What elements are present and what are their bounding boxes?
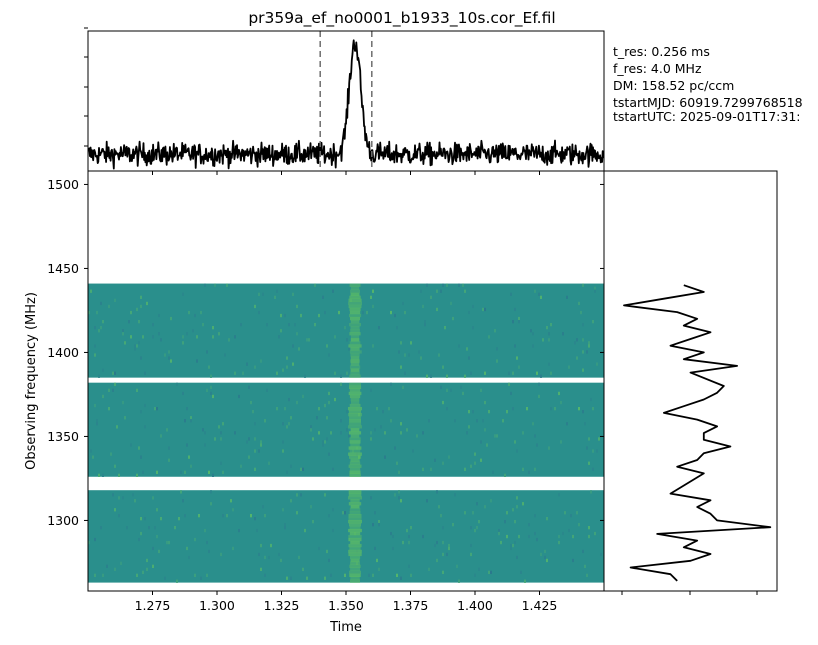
y-tick-label-0: 1300	[47, 513, 79, 528]
time-profile-series-line	[88, 39, 604, 170]
info-line-f-res: f_res: 4.0 MHz	[613, 61, 702, 76]
chart-title: pr359a_ef_no0001_b1933_10s.cor_Ef.fil	[248, 9, 555, 28]
waterfall-x-ticks: 1.275 1.300 1.325 1.350 1.375 1.400 1.425	[135, 171, 558, 613]
waterfall-band-0	[88, 283, 604, 378]
x-tick-label-1: 1.300	[199, 598, 235, 613]
spectrum-series-line	[623, 284, 772, 582]
x-tick-label-5: 1.400	[457, 598, 493, 613]
x-tick-label-2: 1.325	[264, 598, 300, 613]
spectrum-x-ticks	[621, 591, 758, 595]
info-line-t-res: t_res: 0.256 ms	[613, 44, 710, 59]
y-tick-label-2: 1400	[47, 345, 79, 360]
waterfall-heatmap	[88, 283, 604, 583]
info-line-tstart-utc: tstartUTC: 2025-09-01T17:31:	[613, 109, 801, 124]
x-tick-label-0: 1.275	[135, 598, 171, 613]
y-tick-label-3: 1450	[47, 261, 79, 276]
y-axis-label: Observing frequency (MHz)	[24, 292, 39, 470]
waterfall-band-1	[88, 382, 604, 477]
spectrum-frame	[603, 170, 778, 592]
time-profile-y-ticks	[84, 27, 88, 147]
info-text: t_res: 0.256 ms f_res: 4.0 MHz DM: 158.5…	[613, 44, 803, 124]
y-tick-label-1: 1350	[47, 429, 79, 444]
waterfall-band-2	[88, 490, 604, 583]
time-profile-panel	[84, 27, 605, 172]
waterfall-y-ticks: 1300 1350 1400 1450 1500	[47, 177, 604, 528]
waterfall-panel: 1.275 1.300 1.325 1.350 1.375 1.400 1.425 1300…	[24, 170, 605, 635]
x-axis-label: Time	[329, 620, 362, 635]
info-line-tstart-mjd: tstartMJD: 60919.7299768518	[613, 95, 803, 110]
x-tick-label-4: 1.375	[393, 598, 429, 613]
spectrum-panel	[603, 170, 778, 595]
info-line-dm: DM: 158.52 pc/ccm	[613, 78, 734, 93]
y-tick-label-4: 1500	[47, 177, 79, 192]
x-tick-label-6: 1.425	[522, 598, 558, 613]
x-tick-label-3: 1.350	[328, 598, 364, 613]
